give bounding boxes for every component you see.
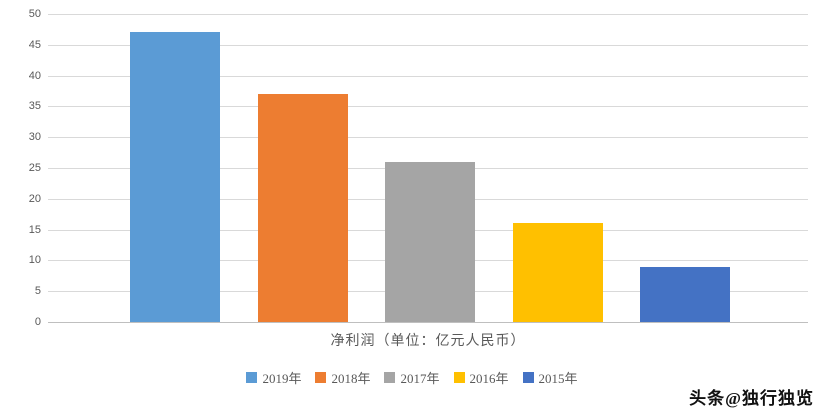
y-tick-label: 30 (28, 131, 41, 144)
legend-item-2017年: 2017年 (384, 368, 440, 387)
y-tick-label: 15 (28, 223, 41, 236)
gridline (48, 44, 808, 46)
y-tick-label: 20 (28, 192, 41, 205)
plot-area: 0 5 10 15 20 25 30 35 40 45 50 (29, 8, 808, 328)
bar-series (130, 14, 730, 322)
x-axis-title: 净利润（单位：亿元人民币） (330, 334, 526, 349)
legend: 2019年 2018年 2017年 2016年 2015年 (0, 368, 824, 387)
gridline (48, 14, 808, 15)
gridline (48, 75, 808, 77)
legend-label: 2016年 (469, 371, 509, 386)
bar-2017年 (385, 161, 475, 322)
y-tick-label: 10 (28, 254, 41, 267)
y-tick-label: 45 (28, 38, 41, 51)
gridline (48, 106, 808, 108)
y-tick-label: 0 (34, 316, 41, 328)
legend-item-2018年: 2018年 (315, 368, 370, 387)
legend-item-2019年: 2019年 (246, 368, 301, 387)
y-tick-label: 40 (28, 69, 41, 82)
legend-label: 2019年 (262, 371, 302, 386)
x-axis-line (48, 322, 808, 323)
legend-swatch-icon (246, 372, 258, 383)
y-tick-label: 50 (28, 8, 41, 20)
watermark: 头条@独行独览 (689, 389, 814, 408)
gridline (48, 137, 808, 139)
legend-swatch-icon (315, 372, 327, 383)
legend-swatch-icon (384, 372, 396, 383)
legend-swatch-icon (453, 372, 465, 383)
bar-2015年 (640, 266, 730, 322)
legend-item-2015年: 2015年 (522, 368, 578, 387)
legend-label: 2015年 (538, 371, 578, 386)
bar-2019年 (130, 32, 220, 322)
legend-label: 2017年 (400, 371, 440, 386)
bar-2018年 (257, 94, 348, 322)
y-tick-label: 25 (28, 162, 41, 174)
bar-2016年 (512, 223, 603, 322)
y-tick-label: 5 (34, 285, 41, 298)
legend-item-2016年: 2016年 (453, 368, 509, 387)
legend-swatch-icon (522, 372, 534, 383)
y-tick-label: 35 (28, 100, 41, 113)
legend-label: 2018年 (331, 371, 371, 386)
